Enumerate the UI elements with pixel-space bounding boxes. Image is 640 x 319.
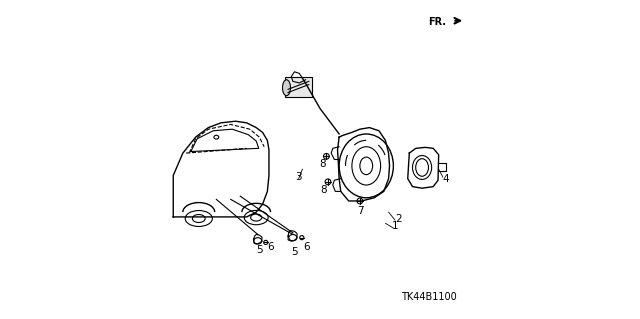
Text: 5: 5: [256, 245, 262, 256]
Text: FR.: FR.: [428, 17, 446, 27]
Text: 6: 6: [268, 242, 274, 252]
Text: 5: 5: [291, 247, 298, 257]
Text: 3: 3: [295, 172, 302, 182]
Text: 2: 2: [395, 213, 401, 224]
Bar: [285, 77, 312, 97]
Text: 4: 4: [443, 174, 449, 184]
Ellipse shape: [282, 80, 291, 96]
Text: 1: 1: [392, 221, 398, 232]
Text: TK44B1100: TK44B1100: [401, 292, 456, 302]
Text: 7: 7: [358, 205, 364, 216]
Text: 6: 6: [303, 242, 310, 252]
Text: 8: 8: [319, 159, 326, 169]
Text: 8: 8: [320, 185, 326, 195]
